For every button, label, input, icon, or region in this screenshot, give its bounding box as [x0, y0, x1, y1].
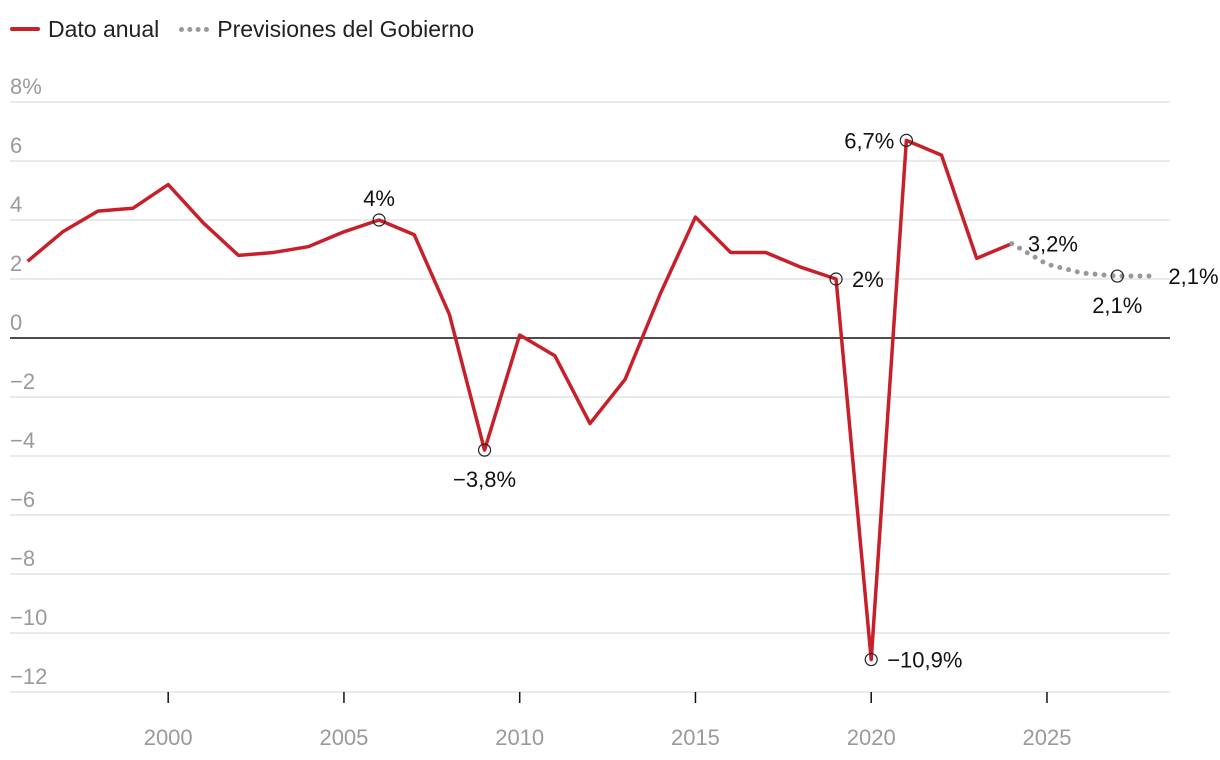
annual-line — [26, 138, 1013, 662]
annotation-label: 4% — [363, 186, 395, 211]
legend-swatch-forecast — [179, 26, 210, 32]
annotation-marker — [864, 652, 878, 667]
y-tick-label: 2 — [10, 251, 22, 276]
x-tick-label: 2010 — [495, 725, 544, 750]
y-tick-label: −8 — [10, 546, 35, 571]
annotation-marker — [372, 213, 386, 227]
annotation-label: 2% — [852, 267, 884, 292]
annotation-layer: 4% −3,8% 2% −10,9% 6,7% 3,2% 2,1% 2,1% — [363, 128, 1218, 672]
annotation-marker — [829, 272, 843, 286]
y-tick-label: −12 — [10, 664, 47, 689]
annotation-label: 2,1% — [1168, 264, 1218, 289]
legend-swatch-annual — [10, 27, 40, 31]
x-tick-label: 2025 — [1022, 725, 1071, 750]
x-tick-label: 2020 — [847, 725, 896, 750]
legend-label-forecast: Previsiones del Gobierno — [217, 15, 475, 42]
axis-layer: 8% 6 4 2 0 −2 −4 −6 −8 −10 −12 2000 2005 2010 2015 2020… — [10, 74, 1071, 750]
annotation-label: −3,8% — [453, 467, 516, 492]
y-tick-label: 0 — [10, 310, 22, 335]
legend-item-forecast: Previsiones del Gobierno — [179, 16, 474, 43]
annotation-label: −10,9% — [887, 648, 962, 673]
y-tick-label: 4 — [10, 192, 22, 217]
x-tick-label: 2005 — [319, 725, 368, 750]
annotation-marker — [1110, 269, 1124, 283]
y-tick-label: −10 — [10, 605, 47, 630]
y-tick-label: −6 — [10, 487, 35, 512]
legend: Dato anual Previsiones del Gobierno — [10, 14, 494, 44]
y-tick-label: 6 — [10, 133, 22, 158]
annotation-label: 3,2% — [1028, 232, 1078, 257]
y-tick-label: −4 — [10, 428, 35, 453]
x-tick-label: 2015 — [671, 725, 720, 750]
grid-layer — [10, 101, 1170, 693]
y-tick-label: 8% — [10, 74, 42, 99]
series-layer — [26, 138, 1155, 662]
annotation-marker — [899, 133, 913, 147]
x-tick-label: 2000 — [144, 725, 193, 750]
y-tick-label: −2 — [10, 369, 35, 394]
legend-label-annual: Dato anual — [48, 15, 160, 42]
legend-item-annual: Dato anual — [10, 16, 159, 43]
forecast-line — [1009, 241, 1155, 279]
annotation-label: 2,1% — [1092, 293, 1142, 318]
annotation-label: 6,7% — [844, 128, 894, 153]
annotation-marker — [477, 443, 492, 457]
